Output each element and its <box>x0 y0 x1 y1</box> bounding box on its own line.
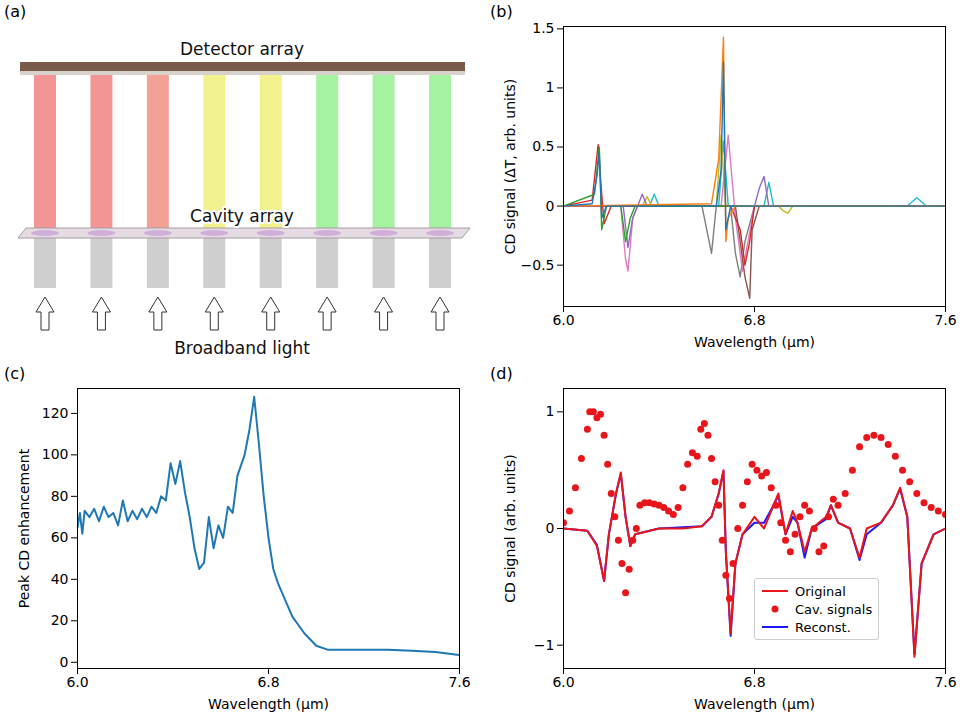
html-text:Reconst.: Reconst. <box>795 619 851 635</box>
svg-text:0: 0 <box>60 654 69 670</box>
html-text:(b): (b) <box>490 2 513 21</box>
svg-text:40: 40 <box>51 571 69 587</box>
svg-text:0: 0 <box>546 198 555 214</box>
svg-text:1: 1 <box>546 79 555 95</box>
svg-text:Broadband light: Broadband light <box>174 338 310 358</box>
svg-text:0: 0 <box>546 520 555 536</box>
svg-text:1.5: 1.5 <box>532 20 554 36</box>
svg-text:6.0: 6.0 <box>552 312 574 328</box>
html-text:Original: Original <box>795 583 846 599</box>
svg-text:7.6: 7.6 <box>934 674 956 690</box>
svg-text:60: 60 <box>51 529 69 545</box>
svg-text:Cavity array: Cavity array <box>190 206 294 226</box>
html-text:Cav. signals: Cav. signals <box>795 601 873 617</box>
svg-text:CD signal (ΔT, arb. units): CD signal (ΔT, arb. units) <box>502 79 518 254</box>
svg-text:1: 1 <box>546 403 555 419</box>
svg-text:6.8: 6.8 <box>257 674 279 690</box>
svg-text:7.6: 7.6 <box>448 674 470 690</box>
html-text:(d): (d) <box>490 364 513 383</box>
svg-text:80: 80 <box>51 488 69 504</box>
svg-text:6.8: 6.8 <box>743 312 765 328</box>
svg-text:CD signal (arb. units): CD signal (arb. units) <box>502 454 518 602</box>
svg-text:Peak CD enhancement: Peak CD enhancement <box>16 448 32 608</box>
svg-text:6.8: 6.8 <box>743 674 765 690</box>
svg-text:7.6: 7.6 <box>934 312 956 328</box>
svg-text:Wavelength (μm): Wavelength (μm) <box>694 696 815 712</box>
html-text:(a): (a) <box>4 2 27 21</box>
svg-text:100: 100 <box>42 446 69 462</box>
svg-text:120: 120 <box>42 405 69 421</box>
svg-text:Wavelength (μm): Wavelength (μm) <box>208 696 329 712</box>
svg-text:20: 20 <box>51 612 69 628</box>
svg-text:−1: −1 <box>534 637 555 653</box>
svg-text:Wavelength (μm): Wavelength (μm) <box>694 334 815 350</box>
svg-text:6.0: 6.0 <box>66 674 88 690</box>
svg-text:−0.5: −0.5 <box>521 257 555 273</box>
svg-text:0.5: 0.5 <box>532 138 554 154</box>
svg-text:Detector array: Detector array <box>180 39 304 59</box>
html-text:(c): (c) <box>4 364 26 383</box>
svg-text:6.0: 6.0 <box>552 674 574 690</box>
